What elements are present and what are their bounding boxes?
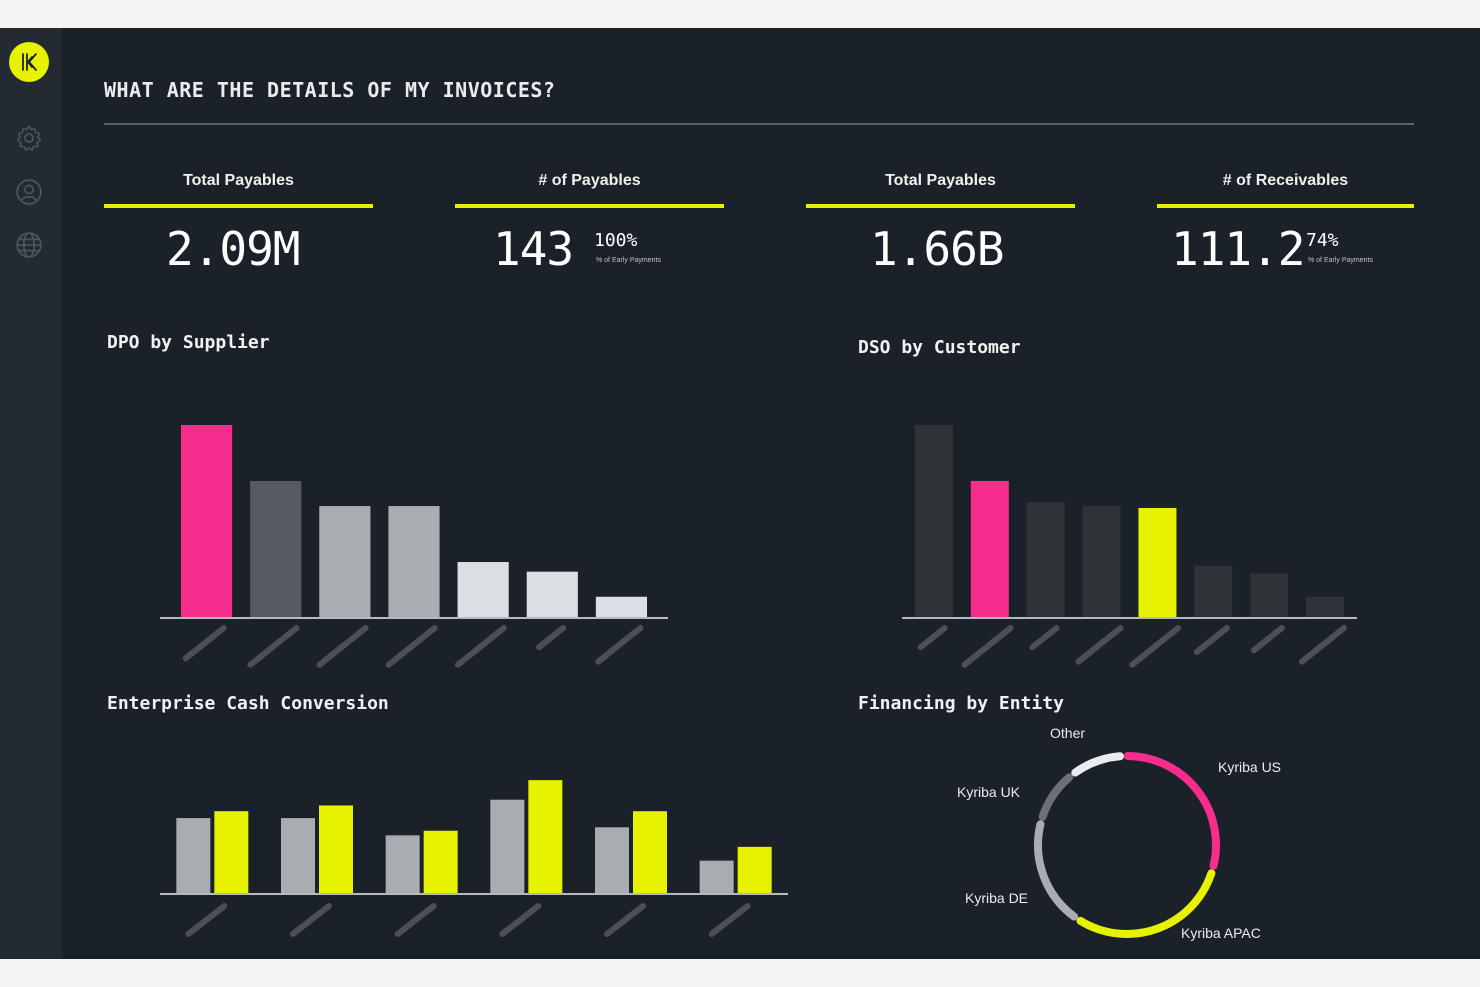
chart-title-financing: Financing by Entity — [858, 693, 1064, 714]
bar — [1138, 507, 1177, 618]
x-tick-label — [708, 903, 751, 937]
kpi-total-payables-2[interactable]: Total Payables 1.66B — [806, 168, 1075, 288]
kpi-underline — [104, 204, 373, 208]
globe-icon[interactable] — [13, 229, 45, 261]
bar — [1194, 565, 1233, 618]
bar — [176, 818, 211, 894]
donut-slice — [1123, 752, 1220, 870]
donut-label-kyriba-apac: Kyriba APAC — [1181, 925, 1261, 941]
bar — [633, 811, 667, 894]
x-tick-label — [1029, 625, 1060, 651]
donut-slice — [1034, 820, 1079, 921]
kpi-label: # of Payables — [538, 172, 641, 189]
donut-slice — [1071, 752, 1125, 777]
chart-title-ecc: Enterprise Cash Conversion — [107, 693, 389, 714]
x-tick-label — [247, 625, 300, 668]
user-profile-icon[interactable] — [13, 176, 45, 208]
bar — [388, 506, 440, 618]
donut-label-other: Other — [1050, 725, 1086, 741]
x-tick-label — [1250, 625, 1285, 654]
x-tick-label — [316, 625, 369, 668]
kpi-value: 143 — [493, 222, 574, 276]
financing-donut-chart[interactable] — [1022, 735, 1232, 945]
kpi-value: 2.09M — [166, 222, 300, 276]
kpi-early-payment-pct: 74% — [1306, 230, 1339, 251]
bar — [1306, 596, 1345, 618]
chart-title-dpo: DPO by Supplier — [107, 332, 270, 353]
main-content: WHAT ARE THE DETAILS OF MY INVOICES? Tot… — [62, 28, 1480, 959]
donut-label-kyriba-uk: Kyriba UK — [957, 784, 1021, 800]
bar — [526, 571, 578, 618]
dashboard-frame: WHAT ARE THE DETAILS OF MY INVOICES? Tot… — [0, 28, 1480, 959]
bar — [970, 480, 1009, 618]
x-tick-label — [290, 903, 332, 937]
kpi-number-of-payables[interactable]: # of Payables 143 100% % of Early Paymen… — [455, 168, 724, 288]
sidebar — [0, 28, 62, 959]
kpi-underline — [455, 204, 724, 208]
settings-gear-icon[interactable] — [13, 122, 45, 154]
donut-slice — [1038, 773, 1074, 821]
x-tick-label — [961, 625, 1014, 668]
bar — [595, 596, 648, 618]
bar — [595, 827, 629, 894]
bar — [319, 805, 353, 894]
bar — [1082, 506, 1121, 618]
x-tick-label — [595, 625, 644, 665]
donut-slice — [1076, 869, 1216, 938]
x-tick-label — [1129, 625, 1182, 668]
x-tick-label — [185, 903, 228, 937]
bar — [180, 425, 233, 618]
x-tick-label — [604, 903, 646, 937]
x-tick-label — [1075, 625, 1124, 665]
x-tick-label — [1298, 625, 1347, 665]
kpi-early-payment-caption: % of Early Payments — [1308, 257, 1373, 264]
kpi-value: 111.2 — [1171, 222, 1305, 276]
kpi-label: Total Payables — [183, 172, 294, 189]
logo-mark — [22, 53, 37, 71]
x-tick-label — [536, 625, 567, 651]
x-tick-label — [499, 903, 542, 937]
x-tick-label — [394, 903, 437, 937]
kpi-value: 1.66B — [870, 222, 1004, 276]
bar — [214, 811, 249, 894]
bar — [250, 480, 302, 618]
chart-title-dso: DSO by Customer — [858, 337, 1021, 358]
x-tick-label — [454, 625, 507, 668]
kyriba-logo-icon[interactable] — [9, 42, 49, 82]
dpo-bar-chart[interactable] — [160, 388, 668, 668]
cash-conversion-bar-chart[interactable] — [160, 743, 788, 937]
kpi-number-of-receivables[interactable]: # of Receivables 111.2 74% % of Early Pa… — [1157, 168, 1414, 288]
kpi-total-payables[interactable]: Total Payables 2.09M — [104, 168, 373, 288]
dso-bar-chart[interactable] — [902, 388, 1357, 668]
bar — [281, 818, 315, 894]
bar — [490, 799, 525, 894]
bar — [914, 425, 953, 618]
bar — [737, 846, 772, 894]
donut-label-kyriba-us: Kyriba US — [1218, 759, 1282, 775]
bar — [423, 830, 458, 894]
page-title: WHAT ARE THE DETAILS OF MY INVOICES? — [104, 78, 556, 102]
kpi-underline — [806, 204, 1075, 208]
x-tick-label — [1193, 625, 1230, 655]
bar — [1250, 573, 1289, 618]
kpi-underline — [1157, 204, 1414, 208]
title-divider — [104, 123, 1414, 125]
kpi-early-payment-pct: 100% — [594, 230, 638, 251]
x-tick-label — [182, 625, 227, 662]
bar — [319, 506, 371, 618]
x-tick-label — [385, 625, 438, 668]
kpi-early-payment-caption: % of Early Payments — [596, 257, 661, 264]
bar — [385, 835, 420, 894]
bar — [457, 562, 509, 618]
donut-label-kyriba-de: Kyriba DE — [965, 890, 1029, 906]
bar — [1026, 502, 1065, 618]
kpi-label: Total Payables — [885, 172, 996, 189]
x-tick-label — [917, 625, 948, 651]
bar — [699, 860, 734, 894]
kpi-label: # of Receivables — [1222, 172, 1349, 189]
bar — [528, 780, 563, 894]
